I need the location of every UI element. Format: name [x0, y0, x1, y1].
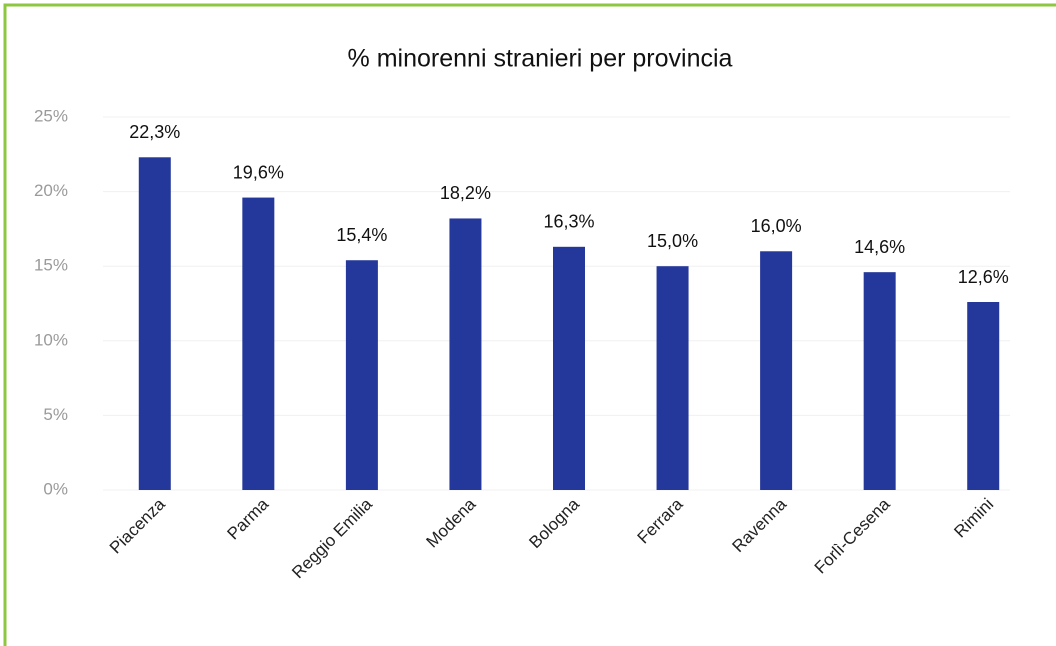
bar — [760, 251, 793, 490]
bar — [553, 246, 585, 490]
chart-title: % minorenni stranieri per provincia — [348, 45, 733, 73]
y-tick-label: 0% — [43, 479, 68, 498]
bar — [242, 197, 275, 490]
y-tick-label: 20% — [34, 181, 68, 200]
y-tick-label: 10% — [34, 330, 68, 349]
bar — [967, 302, 1000, 490]
value-label: 15,4% — [336, 225, 387, 245]
value-label: 19,6% — [233, 162, 284, 182]
y-tick-label: 5% — [43, 405, 68, 424]
y-tick-label: 15% — [34, 256, 68, 275]
bar — [863, 272, 896, 490]
value-label: 15,0% — [647, 231, 698, 251]
y-tick-label: 25% — [34, 106, 68, 125]
bar — [138, 157, 171, 490]
bar — [345, 260, 378, 490]
value-label: 16,0% — [751, 216, 802, 236]
value-label: 22,3% — [129, 122, 180, 142]
value-label: 14,6% — [854, 237, 905, 257]
value-label: 18,2% — [440, 183, 491, 203]
bar — [449, 218, 482, 490]
value-label: 16,3% — [543, 212, 594, 232]
bar — [656, 266, 689, 490]
value-label: 12,6% — [958, 267, 1009, 287]
